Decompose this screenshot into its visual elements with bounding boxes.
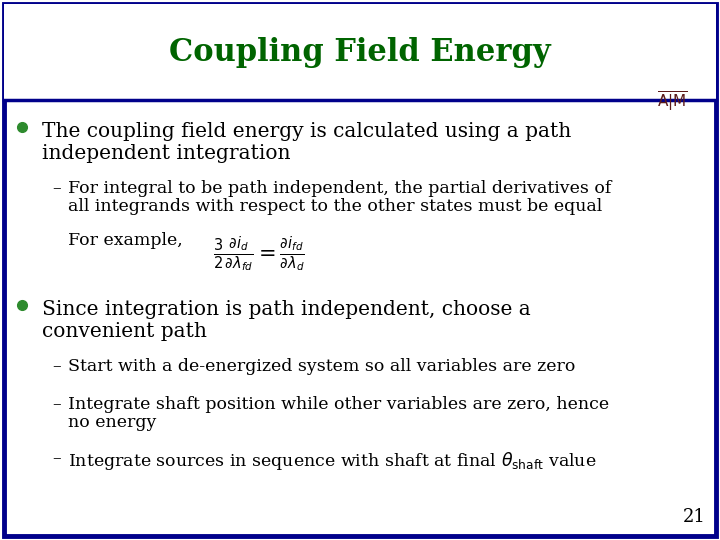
Text: The coupling field energy is calculated using a path: The coupling field energy is calculated … xyxy=(42,122,571,141)
Text: $\overline{\mathrm{A}|\mathrm{M}}$: $\overline{\mathrm{A}|\mathrm{M}}$ xyxy=(657,90,688,114)
Text: all integrands with respect to the other states must be equal: all integrands with respect to the other… xyxy=(68,198,602,215)
Text: For example,: For example, xyxy=(68,232,183,249)
Text: For integral to be path independent, the partial derivatives of: For integral to be path independent, the… xyxy=(68,180,611,197)
Text: Integrate sources in sequence with shaft at final $\theta_{\mathrm{shaft}}$ valu: Integrate sources in sequence with shaft… xyxy=(68,450,596,472)
Text: –: – xyxy=(52,358,60,375)
Text: –: – xyxy=(52,450,60,467)
Text: independent integration: independent integration xyxy=(42,144,290,163)
Text: Coupling Field Energy: Coupling Field Energy xyxy=(169,37,551,68)
Text: no energy: no energy xyxy=(68,414,156,431)
Text: –: – xyxy=(52,180,60,197)
Text: Start with a de-energized system so all variables are zero: Start with a de-energized system so all … xyxy=(68,358,575,375)
Text: $\frac{3}{2}\frac{\partial i_d}{\partial \lambda_{fd}} = \frac{\partial i_{fd}}{: $\frac{3}{2}\frac{\partial i_d}{\partial… xyxy=(213,234,305,274)
Text: Integrate shaft position while other variables are zero, hence: Integrate shaft position while other var… xyxy=(68,396,609,413)
Bar xyxy=(4,4,716,100)
Text: Since integration is path independent, choose a: Since integration is path independent, c… xyxy=(42,300,531,319)
Text: 21: 21 xyxy=(683,508,706,526)
Text: –: – xyxy=(52,396,60,413)
Text: convenient path: convenient path xyxy=(42,322,207,341)
